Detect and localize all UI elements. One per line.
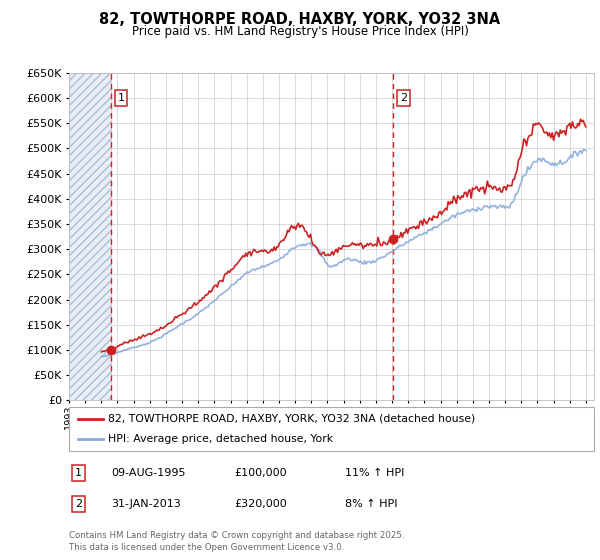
Text: Contains HM Land Registry data © Crown copyright and database right 2025.
This d: Contains HM Land Registry data © Crown c… bbox=[69, 531, 404, 552]
Text: Price paid vs. HM Land Registry's House Price Index (HPI): Price paid vs. HM Land Registry's House … bbox=[131, 25, 469, 38]
Text: 11% ↑ HPI: 11% ↑ HPI bbox=[345, 468, 404, 478]
Text: 2: 2 bbox=[75, 499, 82, 509]
Text: 1: 1 bbox=[75, 468, 82, 478]
Text: £320,000: £320,000 bbox=[234, 499, 287, 509]
FancyBboxPatch shape bbox=[69, 407, 594, 451]
Text: 09-AUG-1995: 09-AUG-1995 bbox=[111, 468, 185, 478]
Text: 31-JAN-2013: 31-JAN-2013 bbox=[111, 499, 181, 509]
Text: 82, TOWTHORPE ROAD, HAXBY, YORK, YO32 3NA: 82, TOWTHORPE ROAD, HAXBY, YORK, YO32 3N… bbox=[100, 12, 500, 27]
Text: 8% ↑ HPI: 8% ↑ HPI bbox=[345, 499, 398, 509]
Text: 1: 1 bbox=[118, 93, 125, 103]
Bar bbox=[69, 73, 111, 400]
Text: HPI: Average price, detached house, York: HPI: Average price, detached house, York bbox=[109, 434, 334, 444]
Text: 82, TOWTHORPE ROAD, HAXBY, YORK, YO32 3NA (detached house): 82, TOWTHORPE ROAD, HAXBY, YORK, YO32 3N… bbox=[109, 414, 476, 424]
Text: £100,000: £100,000 bbox=[234, 468, 287, 478]
Text: 2: 2 bbox=[400, 93, 407, 103]
